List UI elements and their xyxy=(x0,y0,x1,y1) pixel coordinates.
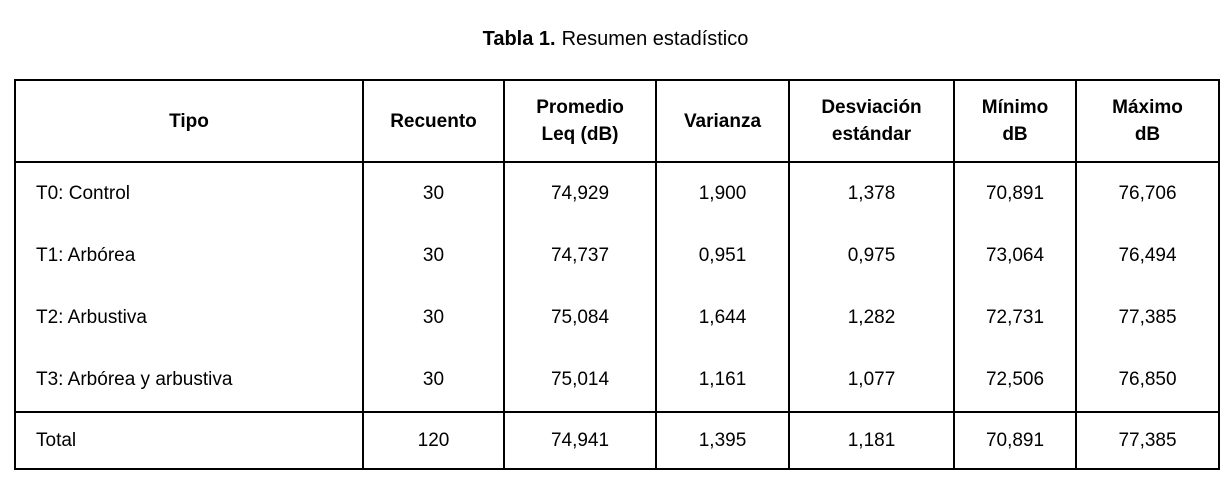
cell-promedio: 75,014 xyxy=(503,349,657,412)
cell-promedio: 74,929 xyxy=(503,162,657,225)
row-t0-control: T0: Control 30 74,929 1,900 1,378 70,891… xyxy=(14,162,1220,225)
column-header-recuento: Recuento xyxy=(362,79,505,163)
column-header-minimo-db: Mínimo dB xyxy=(953,79,1077,163)
cell-maximo: 76,494 xyxy=(1075,225,1220,287)
cell-tipo: T0: Control xyxy=(14,162,364,225)
column-header-maximo-db: Máximo dB xyxy=(1075,79,1220,163)
cell-tipo: T1: Arbórea xyxy=(14,225,364,287)
cell-minimo: 73,064 xyxy=(953,225,1077,287)
cell-desviacion: 1,378 xyxy=(788,162,955,225)
row-t2-arbustiva: T2: Arbustiva 30 75,084 1,644 1,282 72,7… xyxy=(14,287,1220,349)
cell-maximo: 76,706 xyxy=(1075,162,1220,225)
cell-minimo: 72,731 xyxy=(953,287,1077,349)
column-header-promedio-leq: Promedio Leq (dB) xyxy=(503,79,657,163)
cell-desviacion: 1,282 xyxy=(788,287,955,349)
cell-recuento: 30 xyxy=(362,225,505,287)
cell-minimo: 70,891 xyxy=(953,162,1077,225)
table-caption-number: Tabla 1. xyxy=(482,28,556,50)
cell-recuento: 30 xyxy=(362,162,505,225)
cell-promedio: 75,084 xyxy=(503,287,657,349)
row-t1-arborea: T1: Arbórea 30 74,737 0,951 0,975 73,064… xyxy=(14,225,1220,287)
cell-minimo: 72,506 xyxy=(953,349,1077,412)
cell-recuento: 30 xyxy=(362,349,505,412)
cell-varianza: 1,900 xyxy=(655,162,790,225)
cell-varianza: 1,161 xyxy=(655,349,790,412)
cell-promedio: 74,737 xyxy=(503,225,657,287)
cell-tipo: T3: Arbórea y arbustiva xyxy=(14,349,364,412)
cell-tipo: Total xyxy=(14,411,364,470)
cell-desviacion: 0,975 xyxy=(788,225,955,287)
cell-desviacion: 1,077 xyxy=(788,349,955,412)
table-caption-text: Resumen estadístico xyxy=(561,28,749,50)
cell-varianza: 1,644 xyxy=(655,287,790,349)
column-header-desviacion-estandar: Desviación estándar xyxy=(788,79,955,163)
cell-tipo: T2: Arbustiva xyxy=(14,287,364,349)
cell-minimo: 70,891 xyxy=(953,411,1077,470)
summary-statistics-table: Tipo Recuento Promedio Leq (dB) Varianza… xyxy=(14,79,1220,470)
cell-recuento: 120 xyxy=(362,411,505,470)
cell-maximo: 77,385 xyxy=(1075,287,1220,349)
header-row: Tipo Recuento Promedio Leq (dB) Varianza… xyxy=(14,79,1220,163)
cell-varianza: 1,395 xyxy=(655,411,790,470)
row-total: Total 120 74,941 1,395 1,181 70,891 77,3… xyxy=(14,411,1220,470)
column-header-varianza: Varianza xyxy=(655,79,790,163)
row-t3-arborea-y-arbustiva: T3: Arbórea y arbustiva 30 75,014 1,161 … xyxy=(14,349,1220,412)
table-caption: Tabla 1. Resumen estadístico xyxy=(0,27,1231,51)
cell-varianza: 0,951 xyxy=(655,225,790,287)
cell-desviacion: 1,181 xyxy=(788,411,955,470)
cell-recuento: 30 xyxy=(362,287,505,349)
cell-promedio: 74,941 xyxy=(503,411,657,470)
cell-maximo: 77,385 xyxy=(1075,411,1220,470)
column-header-tipo: Tipo xyxy=(14,79,364,163)
cell-maximo: 76,850 xyxy=(1075,349,1220,412)
